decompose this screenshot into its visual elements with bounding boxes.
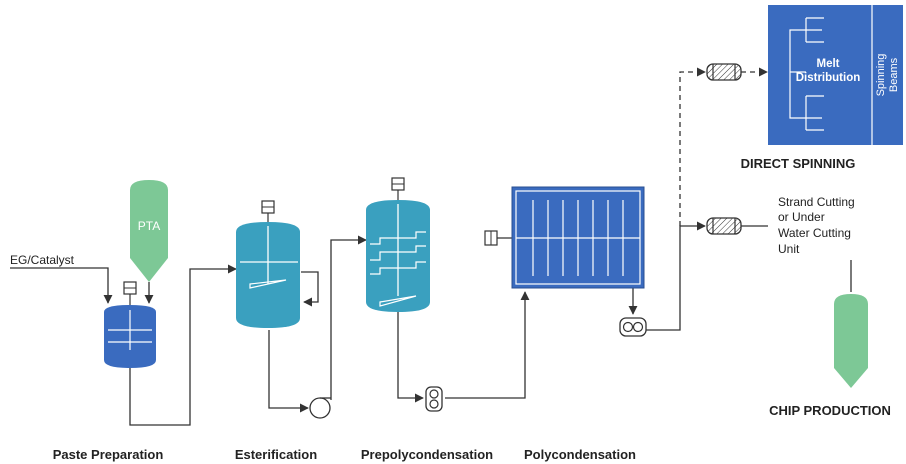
pump-to-prepoly-line [330, 235, 367, 400]
flow-lines [10, 67, 852, 426]
chip-production-label: CHIP PRODUCTION [769, 403, 891, 418]
gear-pump [425, 386, 443, 412]
stage-label-polycondensation: Polycondensation [524, 447, 636, 462]
melt-filter-cutting [706, 217, 742, 235]
stage-label-prepolycondensation: Prepolycondensation [361, 447, 493, 462]
spinning-beams-label: Beams [888, 57, 900, 92]
melt-filter-spinning [706, 63, 742, 81]
spinning-beams-label: Spinning [875, 54, 887, 97]
melt-distribution-label: Melt [817, 58, 840, 70]
cutting-unit-label: Water Cutting [778, 226, 851, 240]
spinning-unit: Melt Distribution Spinning Beams [768, 5, 903, 145]
paste-tank [104, 281, 156, 368]
to-cutting-line [645, 221, 706, 331]
prepoly-to-gearpump-line [397, 312, 424, 403]
cutting-unit-label: Strand Cutting [778, 195, 855, 209]
eg-catalyst-label: EG/Catalyst [10, 253, 75, 267]
ester-recycle-line [301, 271, 319, 307]
direct-spinning-label: DIRECT SPINNING [741, 156, 856, 171]
pta-silo: PTA [130, 180, 168, 282]
chip-silo [834, 294, 868, 388]
gear-pump [619, 317, 647, 337]
prepolycondensation-reactor [366, 177, 430, 312]
paste-to-ester-line [129, 264, 237, 426]
eg-feed-line [10, 267, 113, 304]
to-spinning-dashed-line [679, 67, 706, 226]
ester-to-pump-line [268, 330, 309, 413]
stage-label-paste-preparation: Paste Preparation [53, 447, 164, 462]
polycondensation-reactor [484, 186, 645, 289]
esterification-reactor [236, 200, 300, 328]
centrifugal-pump [309, 397, 331, 419]
pta-label: PTA [138, 219, 160, 233]
melt-distribution-label: Distribution [796, 72, 861, 84]
cutting-unit-label: Unit [778, 242, 800, 256]
stage-label-esterification: Esterification [235, 447, 317, 462]
gearpump-to-poly-line [445, 291, 530, 399]
cutting-unit-label: or Under [778, 210, 825, 224]
